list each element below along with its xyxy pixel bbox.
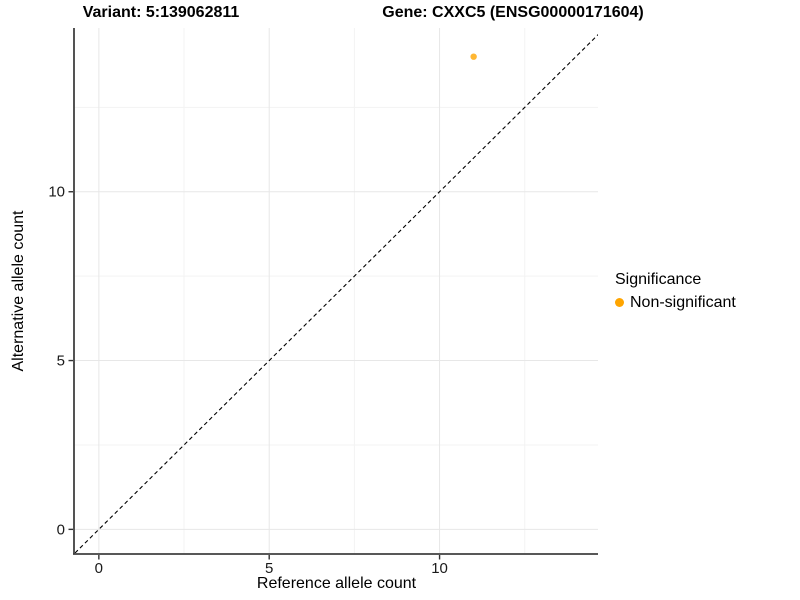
x-tick-label: 0 [95, 560, 103, 577]
y-tick-label: 10 [48, 184, 65, 201]
x-tick-label: 10 [431, 560, 448, 577]
legend: Significance Non-significant [615, 270, 736, 312]
legend-marker-circle-icon [615, 298, 624, 307]
x-axis-title: Reference allele count [256, 575, 417, 592]
identity-dashed-line [75, 33, 598, 553]
legend-title: Significance [615, 271, 702, 288]
data-point [470, 53, 477, 60]
gene-title: Gene: CXXC5 (ENSG00000171604) [382, 4, 644, 21]
y-tick-label: 5 [57, 353, 65, 370]
variant-title: Variant: 5:139062811 [82, 4, 240, 21]
legend-item: Non-significant [615, 293, 736, 312]
y-tick-label: 0 [57, 521, 65, 538]
x-tick-label: 5 [265, 560, 273, 577]
legend-item-label: Non-significant [630, 294, 736, 311]
